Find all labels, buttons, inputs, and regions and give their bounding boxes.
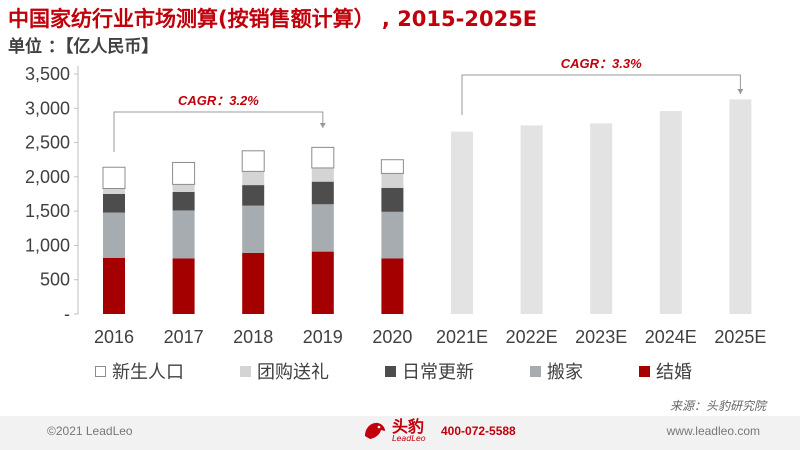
cagr-label: CAGR：3.3% bbox=[561, 56, 642, 71]
legend-swatch bbox=[639, 365, 650, 377]
y-tick-label: 1,000 bbox=[25, 235, 70, 255]
bar-segment bbox=[172, 184, 195, 192]
y-tick-label: 500 bbox=[40, 270, 70, 290]
legend-item: 新生人口 bbox=[95, 358, 184, 384]
x-tick-label: 2019 bbox=[303, 327, 343, 347]
x-tick-label: 2021E bbox=[436, 327, 488, 347]
bar-segment bbox=[242, 252, 265, 314]
bar-segment bbox=[172, 258, 195, 314]
legend-item: 日常更新 bbox=[385, 358, 474, 384]
legend-label: 日常更新 bbox=[402, 362, 474, 383]
bar-segment bbox=[242, 205, 265, 253]
bar-segment bbox=[311, 181, 334, 205]
y-tick-label: 1,500 bbox=[25, 201, 70, 221]
bar-segment bbox=[103, 188, 125, 194]
x-tick-label: 2022E bbox=[506, 327, 558, 347]
bar-segment bbox=[311, 167, 334, 182]
page-title: 中国家纺行业市场测算(按销售额计算） , 2015-2025E bbox=[8, 7, 538, 31]
forecast-bar bbox=[659, 111, 682, 315]
cagr-bracket bbox=[461, 74, 741, 115]
bar-segment bbox=[311, 146, 335, 169]
cagr-bracket bbox=[113, 111, 324, 152]
bar-segment bbox=[380, 159, 404, 174]
y-tick-label: 2,500 bbox=[25, 133, 70, 153]
y-tick-label: 3,000 bbox=[25, 98, 70, 118]
source-note: 来源：头豹研究院 bbox=[669, 399, 766, 413]
bar-segment bbox=[242, 185, 265, 206]
bar-segment bbox=[241, 150, 265, 172]
x-tick-label: 2017 bbox=[164, 327, 204, 347]
forecast-bar bbox=[729, 99, 752, 314]
x-tick-label: 2020 bbox=[372, 327, 412, 347]
y-tick-label: 3,500 bbox=[25, 64, 70, 84]
leadleo-logo: 头豹 LeadLeo bbox=[362, 418, 426, 444]
bar-segment bbox=[103, 212, 125, 258]
legend-item: 结婚 bbox=[639, 358, 692, 384]
bar-segment bbox=[172, 161, 196, 185]
cagr-label: CAGR：3.2% bbox=[178, 93, 259, 108]
legend-label: 搬家 bbox=[547, 362, 583, 383]
leopard-logo-icon bbox=[365, 422, 385, 439]
bar-segment bbox=[102, 166, 126, 190]
bar-segment bbox=[311, 204, 334, 252]
x-tick-label: 2023E bbox=[575, 327, 627, 347]
bar-segment bbox=[381, 187, 404, 212]
legend-swatch bbox=[530, 365, 541, 377]
unit-label: 单位 ：【亿人民币】 bbox=[8, 37, 159, 57]
footer-bar bbox=[0, 416, 800, 450]
forecast-bar bbox=[451, 131, 473, 314]
legend-label: 团购送礼 bbox=[257, 362, 329, 383]
x-tick-label: 2016 bbox=[94, 327, 134, 347]
bar-segment bbox=[381, 258, 404, 314]
bar-segment bbox=[103, 194, 125, 213]
x-tick-label: 2024E bbox=[645, 327, 697, 347]
legend-swatch bbox=[240, 365, 251, 377]
y-tick-label: 2,000 bbox=[25, 167, 70, 187]
website-link[interactable]: www.leadleo.com bbox=[666, 424, 760, 438]
logo-en-text: LeadLeo bbox=[392, 433, 426, 443]
chart-legend: 新生人口 团购送礼 日常更新 搬家 结婚 bbox=[95, 358, 748, 384]
bar-segment bbox=[103, 257, 125, 314]
bar-segment bbox=[381, 211, 404, 259]
bar-segment bbox=[381, 173, 404, 188]
legend-label: 新生人口 bbox=[112, 362, 184, 383]
y-tick-label: - bbox=[64, 304, 70, 324]
legend-swatch bbox=[385, 365, 396, 377]
bar-segment bbox=[172, 191, 195, 211]
forecast-bar bbox=[520, 125, 543, 314]
x-tick-label: 2025E bbox=[714, 327, 766, 347]
legend-swatch bbox=[95, 365, 106, 377]
x-tick-label: 2018 bbox=[233, 327, 273, 347]
logo-cn-text: 头豹 bbox=[392, 416, 425, 436]
legend-label: 结婚 bbox=[656, 362, 692, 383]
forecast-bar bbox=[590, 123, 613, 314]
legend-item: 团购送礼 bbox=[240, 358, 329, 384]
bar-segment bbox=[172, 210, 195, 259]
stacked-bar-chart: - 500 1,000 1,500 2,000 2,500 3,000 3,500 2016 2… bbox=[25, 56, 766, 347]
copyright-text: ©2021 LeadLeo bbox=[47, 424, 133, 438]
cagr-arrow-icon bbox=[319, 123, 326, 128]
legend-item: 搬家 bbox=[530, 358, 583, 384]
bar-segment bbox=[311, 251, 334, 314]
phone-number: 400-072-5588 bbox=[441, 424, 516, 438]
bar-segment bbox=[242, 171, 265, 186]
cagr-arrow-icon bbox=[737, 89, 744, 94]
